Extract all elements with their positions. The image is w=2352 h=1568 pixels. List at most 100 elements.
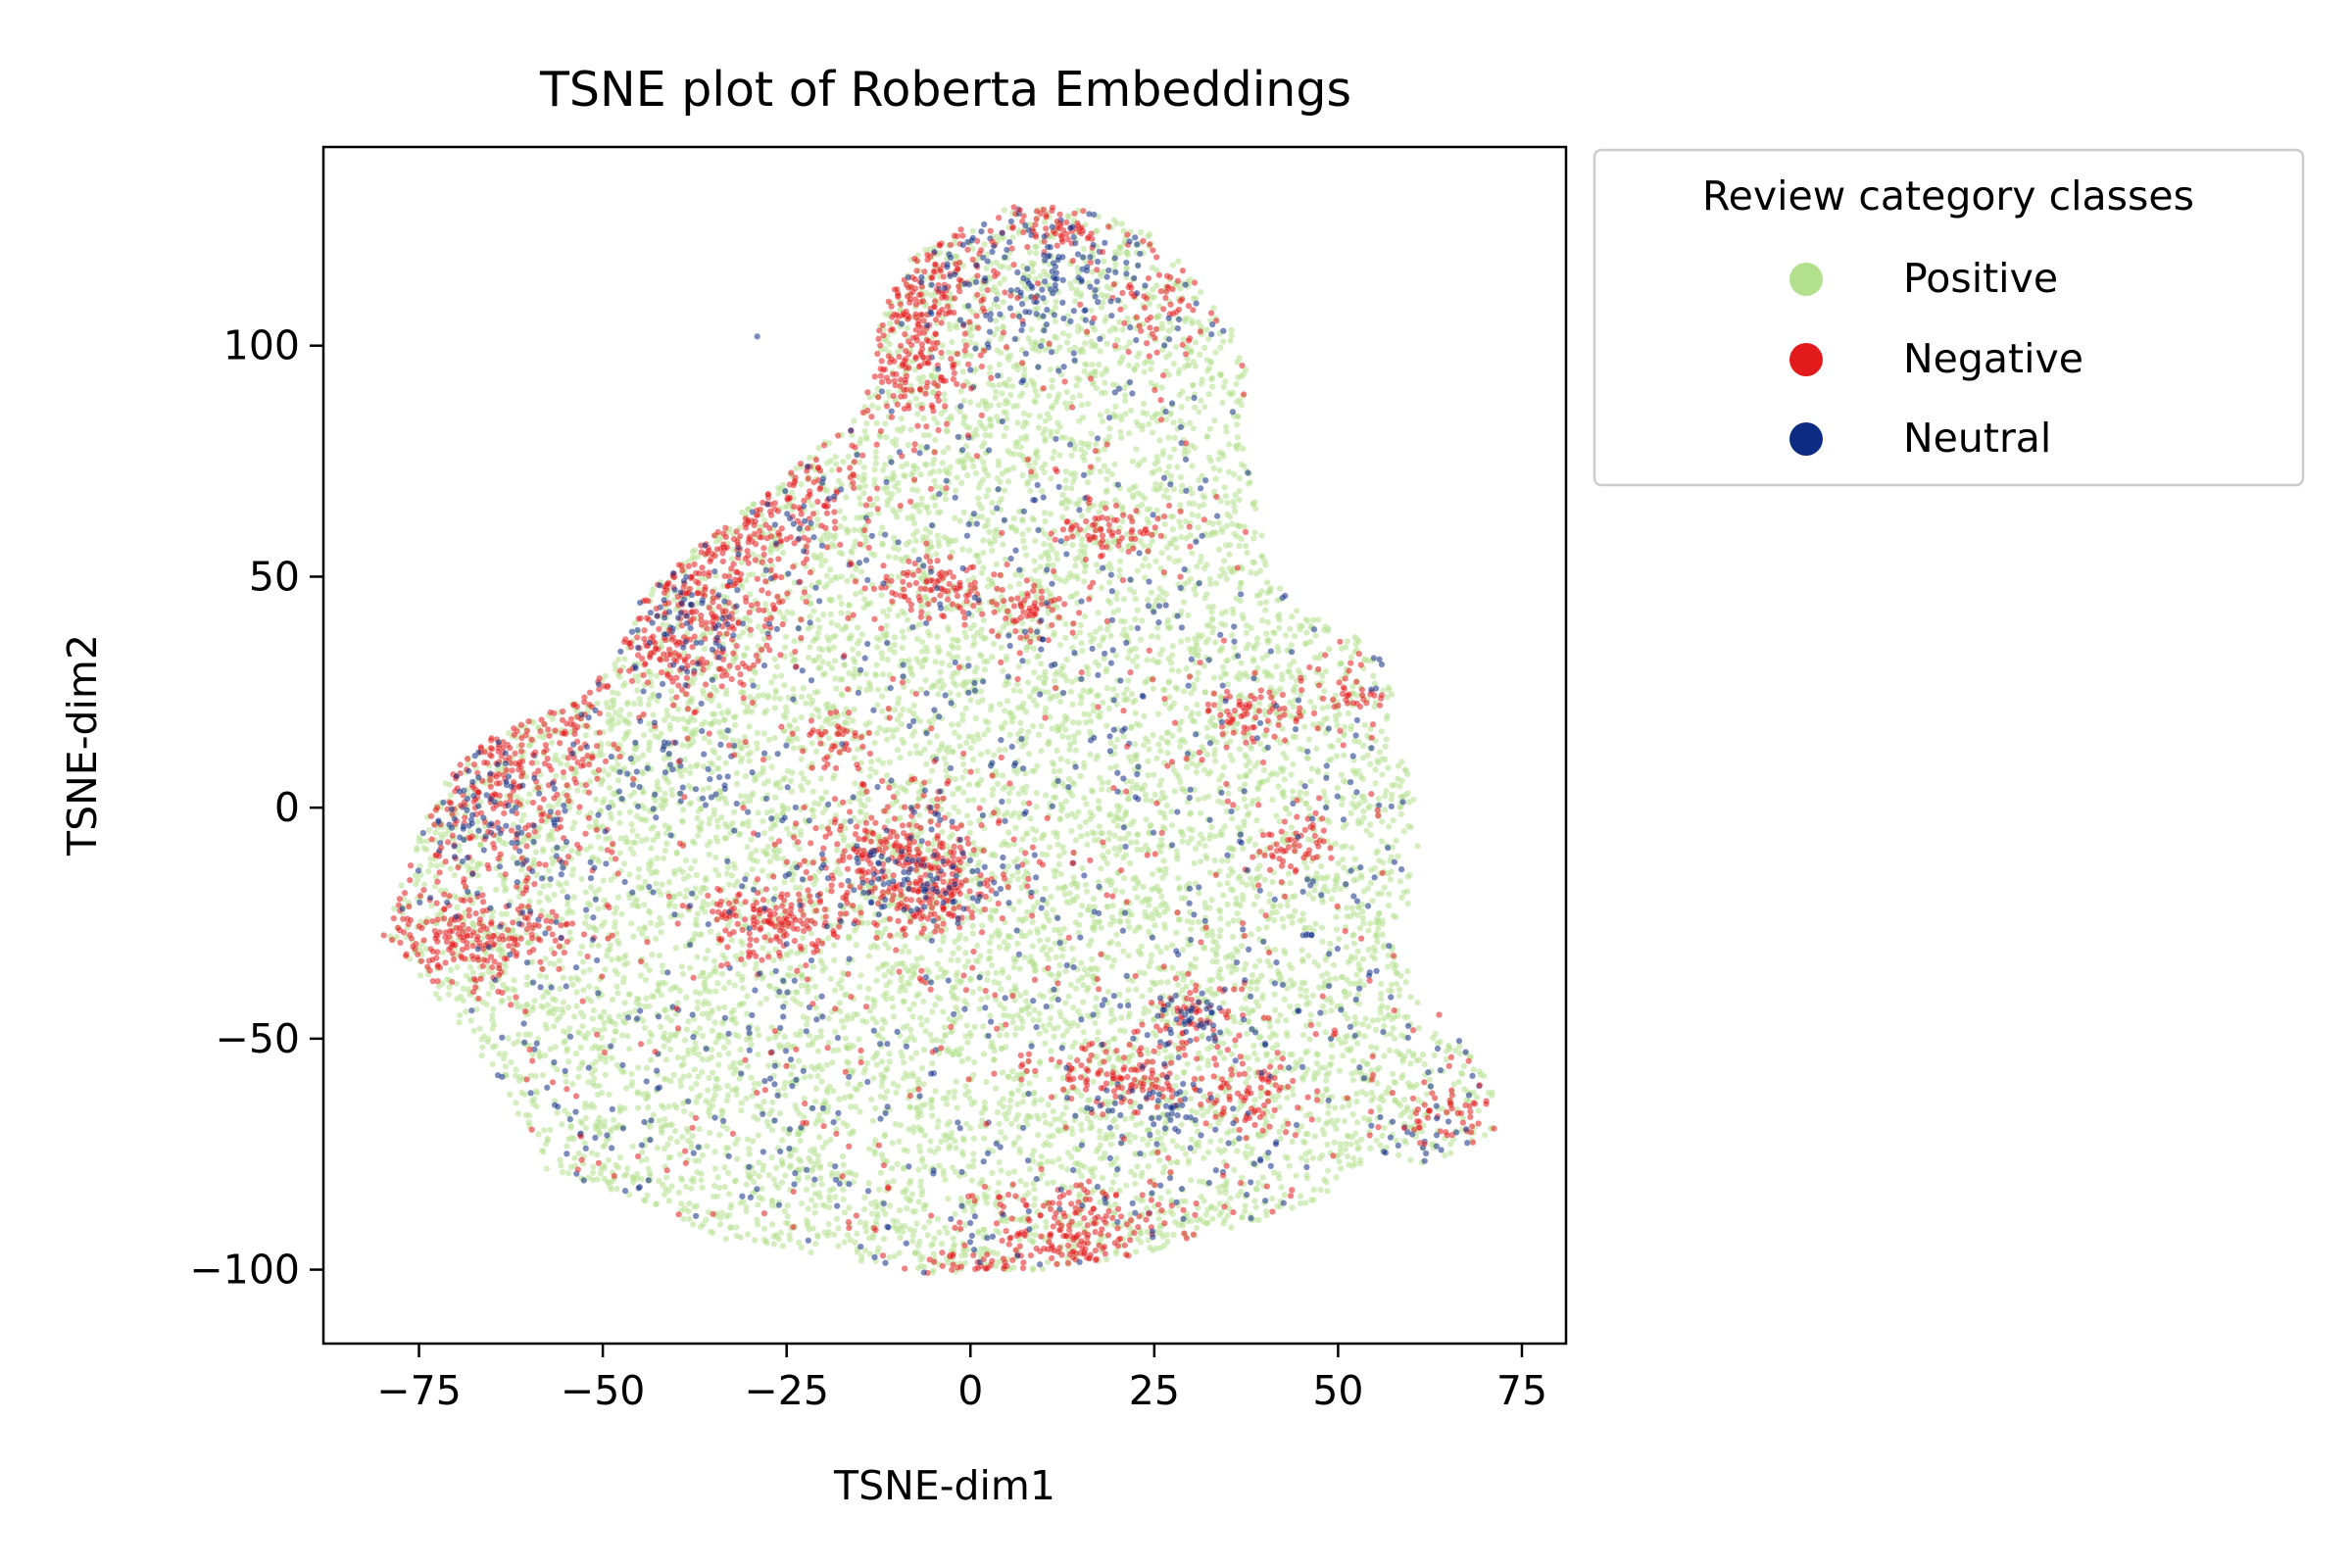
scatter-point-positive	[781, 1172, 789, 1180]
scatter-point-positive	[953, 1145, 959, 1152]
scatter-point-positive	[1184, 1060, 1192, 1068]
scatter-point-positive	[613, 983, 620, 991]
scatter-point-positive	[983, 492, 991, 500]
scatter-point-positive	[1043, 909, 1051, 917]
scatter-point-positive	[714, 1173, 722, 1181]
scatter-point-positive	[991, 752, 998, 759]
scatter-point-positive	[864, 796, 872, 804]
scatter-point-positive	[810, 608, 817, 614]
scatter-point-positive	[782, 633, 790, 641]
scatter-point-positive	[1029, 943, 1037, 950]
scatter-point-positive	[767, 835, 775, 843]
scatter-point-positive	[597, 845, 605, 853]
scatter-point-positive	[536, 972, 544, 979]
scatter-point-positive	[1218, 772, 1226, 779]
scatter-point-positive	[1072, 837, 1080, 844]
scatter-point-positive	[764, 1062, 772, 1069]
scatter-point-positive	[1320, 687, 1328, 695]
scatter-point-positive	[888, 1164, 896, 1172]
scatter-point-positive	[958, 710, 966, 718]
scatter-point-positive	[901, 1146, 907, 1153]
scatter-point-positive	[1132, 1180, 1139, 1188]
scatter-point-positive	[567, 975, 574, 982]
scatter-point-positive	[1216, 466, 1224, 474]
scatter-point-positive	[616, 850, 624, 857]
scatter-point-positive	[753, 960, 760, 967]
scatter-point-positive	[489, 1005, 497, 1013]
scatter-point-positive	[1288, 824, 1296, 831]
scatter-point-positive	[1298, 1154, 1305, 1162]
scatter-point-positive	[711, 1148, 718, 1155]
scatter-point-positive	[842, 493, 850, 501]
scatter-point-positive	[1116, 359, 1124, 367]
scatter-point-positive	[1069, 541, 1077, 549]
scatter-point-positive	[1165, 555, 1173, 562]
scatter-point-positive	[1145, 771, 1152, 779]
scatter-point-positive	[999, 390, 1005, 397]
scatter-point-positive	[845, 635, 853, 642]
scatter-point-positive	[736, 830, 744, 838]
scatter-point-positive	[1281, 1191, 1289, 1199]
scatter-point-positive	[1160, 858, 1167, 864]
scatter-point-positive	[1097, 467, 1104, 475]
scatter-point-positive	[1079, 999, 1087, 1005]
scatter-point-positive	[647, 695, 654, 703]
scatter-point-positive	[958, 1149, 966, 1155]
scatter-point-positive	[1194, 675, 1201, 683]
scatter-point-positive	[1092, 440, 1100, 448]
scatter-point-positive	[1262, 630, 1270, 638]
scatter-point-positive	[1035, 424, 1043, 431]
scatter-point-positive	[784, 1201, 792, 1209]
scatter-point-positive	[913, 1220, 921, 1228]
scatter-point-positive	[543, 1165, 551, 1172]
scatter-point-positive	[964, 1039, 971, 1047]
scatter-point-positive	[921, 1131, 928, 1139]
scatter-point-positive	[1200, 1154, 1207, 1162]
scatter-point-positive	[1160, 686, 1168, 694]
scatter-point-positive	[994, 780, 1002, 788]
scatter-point-positive	[970, 1135, 978, 1143]
scatter-point-positive	[711, 1165, 719, 1172]
scatter-point-positive	[1366, 920, 1374, 927]
scatter-point-positive	[1396, 992, 1403, 1000]
scatter-point-positive	[1274, 1017, 1282, 1025]
scatter-point-positive	[912, 395, 920, 403]
scatter-point-positive	[1210, 465, 1218, 472]
scatter-point-positive	[906, 1177, 914, 1185]
scatter-point-positive	[1031, 537, 1039, 545]
scatter-point-positive	[1161, 1146, 1168, 1153]
scatter-point-positive	[1120, 948, 1127, 955]
scatter-point-positive	[1217, 344, 1224, 352]
scatter-point-positive	[1153, 943, 1161, 951]
scatter-point-positive	[1138, 616, 1146, 624]
scatter-point-positive	[1173, 1074, 1181, 1081]
scatter-point-positive	[858, 568, 865, 575]
scatter-point-positive	[872, 460, 880, 467]
scatter-point-positive	[916, 1126, 924, 1134]
scatter-point-positive	[1359, 775, 1367, 783]
scatter-point-positive	[967, 744, 975, 752]
scatter-point-positive	[1026, 1165, 1034, 1173]
scatter-point-positive	[1125, 429, 1133, 437]
scatter-point-positive	[1016, 687, 1024, 695]
scatter-point-positive	[1030, 1016, 1037, 1024]
scatter-point-positive	[772, 1164, 780, 1172]
scatter-point-positive	[1145, 563, 1152, 569]
scatter-point-positive	[1341, 864, 1348, 871]
scatter-point-positive	[1015, 662, 1023, 670]
scatter-point-positive	[1029, 1266, 1037, 1273]
scatter-point-positive	[1203, 621, 1211, 629]
scatter-point-positive	[1390, 816, 1397, 824]
scatter-point-positive	[1072, 562, 1079, 569]
scatter-point-positive	[1093, 561, 1101, 568]
scatter-point-positive	[1081, 368, 1089, 375]
scatter-point-positive	[557, 1162, 564, 1169]
scatter-point-positive	[1110, 1015, 1118, 1023]
scatter-point-positive	[1141, 969, 1149, 977]
scatter-point-positive	[932, 550, 940, 558]
scatter-point-positive	[1038, 747, 1045, 755]
scatter-point-positive	[1056, 452, 1063, 459]
scatter-point-positive	[559, 887, 566, 895]
scatter-point-positive	[972, 714, 980, 722]
scatter-point-positive	[941, 396, 949, 404]
